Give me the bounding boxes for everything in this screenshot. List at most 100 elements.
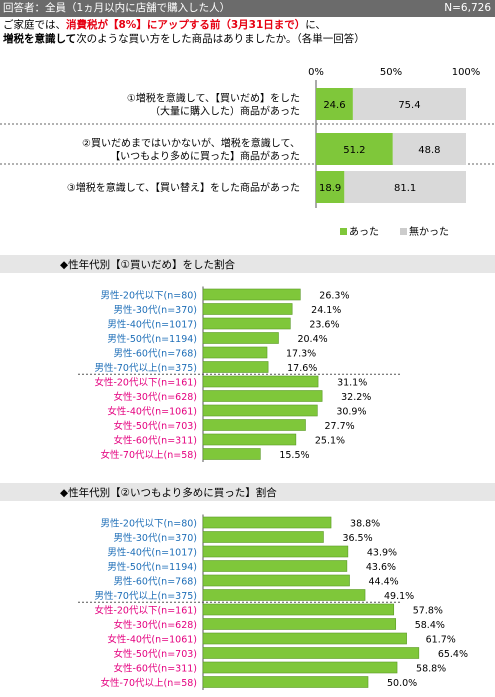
x-tick-label: 50%: [380, 67, 402, 78]
data-label: 24.6: [323, 100, 345, 111]
bar: [202, 288, 301, 301]
question-text: ご家庭では、消費税が【8%】にアップする前（3月31日まで）に、 増税を意識して…: [3, 18, 493, 46]
bar-segment-yes: [316, 171, 345, 203]
data-label: 17.3%: [286, 349, 316, 360]
data-label: 31.1%: [337, 378, 367, 389]
category-label: 男性-50代(n=1194): [107, 561, 197, 573]
data-label: 24.1%: [311, 305, 341, 316]
category-label: （大量に購入した）商品があった: [150, 105, 300, 118]
data-label: 32.2%: [341, 392, 371, 403]
category-label: 男性-50代(n=1194): [107, 333, 197, 345]
category-label: 女性-40代(n=1061): [107, 406, 197, 418]
data-label: 30.9%: [336, 407, 366, 418]
bar: [202, 375, 319, 388]
bar-segment-no: [352, 88, 466, 120]
category-label: 女性-60代(n=311): [113, 663, 197, 675]
category-label: ①増税を意識して、【買いだめ】をした: [127, 92, 300, 105]
category-label: 女性-50代(n=703): [113, 648, 197, 660]
section-title-band: [0, 483, 495, 501]
legend-swatch-no: [400, 228, 407, 235]
question-part1: ご家庭では、: [3, 19, 66, 31]
section-title-band: [0, 255, 495, 273]
data-label: 49.1%: [384, 591, 414, 602]
bar: [202, 332, 279, 344]
data-label: 18.9: [319, 183, 341, 194]
bar: [202, 433, 297, 446]
data-label: 81.1: [394, 183, 416, 194]
data-label: 51.2: [343, 145, 365, 156]
bar: [202, 404, 318, 417]
x-tick-label: 100%: [452, 67, 481, 78]
bar: [202, 361, 269, 373]
category-label: 男性-70代以上(n=375): [94, 362, 197, 374]
bar: [202, 419, 306, 431]
category-label: 女性-70代以上(n=58): [101, 677, 198, 689]
data-label: 61.7%: [426, 635, 456, 646]
category-label: 男性-30代(n=370): [113, 532, 197, 544]
data-label: 43.6%: [366, 562, 396, 573]
data-label: 57.8%: [413, 606, 443, 617]
bar: [202, 661, 398, 674]
data-label: 75.4: [398, 100, 420, 111]
x-tick-label: 0%: [308, 67, 324, 78]
category-label: 女性-20代以下(n=161): [94, 377, 197, 389]
bar: [202, 574, 350, 587]
legend-label-no: 無かった: [409, 225, 449, 238]
category-label: 女性-70代以上(n=58): [101, 449, 198, 461]
bar: [202, 589, 366, 601]
category-label: 男性-40代(n=1017): [107, 319, 197, 331]
bar: [202, 632, 407, 645]
data-label: 36.5%: [342, 533, 372, 544]
question-part2: 消費税が【8%】にアップする前（3月31日まで）: [66, 19, 306, 31]
data-label: 20.4%: [297, 334, 327, 345]
data-label: 65.4%: [438, 649, 468, 660]
data-label: 25.1%: [315, 436, 345, 447]
bar: [202, 390, 323, 402]
category-label: 男性-40代(n=1017): [107, 547, 197, 559]
bar: [202, 346, 268, 359]
respondents-label: 回答者：全員（1ヵ月以内に店舗で購入した人）: [3, 2, 231, 14]
data-label: 23.6%: [309, 320, 339, 331]
category-label: 女性-60代(n=311): [113, 435, 197, 447]
category-label: 男性-70代以上(n=375): [94, 590, 197, 602]
bar: [202, 618, 397, 630]
sample-size: N=6,726: [444, 2, 491, 14]
data-label: 48.8: [418, 145, 440, 156]
data-label: 17.6%: [287, 363, 317, 374]
category-label: 男性-20代以下(n=80): [101, 290, 198, 302]
data-label: 44.4%: [369, 577, 399, 588]
legend-swatch-yes: [340, 228, 347, 235]
category-label: 男性-30代(n=370): [113, 304, 197, 316]
data-label: 43.9%: [367, 548, 397, 559]
bar: [202, 516, 332, 529]
legend-label-yes: あった: [349, 226, 379, 238]
section-title: ◆性年代別【②いつもより多めに買った】割合: [60, 486, 277, 499]
section-title: ◆性年代別【①買いだめ】をした割合: [60, 258, 235, 271]
bar: [202, 647, 420, 659]
data-label: 27.7%: [324, 421, 354, 432]
category-label: 女性-30代(n=628): [113, 619, 197, 631]
data-label: 58.4%: [415, 620, 445, 631]
question-part3: に、: [305, 19, 326, 31]
bar-segment-no: [392, 133, 466, 165]
data-label: 58.8%: [416, 664, 446, 675]
stacked-bar-chart: 0% 50% 100% ①増税を意識して、【買いだめ】をした（大量に購入した）商品があ…: [0, 67, 495, 238]
bar-segment-yes: [316, 133, 393, 165]
bar: [202, 603, 395, 616]
bar: [202, 317, 291, 330]
header-bar: 回答者：全員（1ヵ月以内に店舗で購入した人） N=6,726: [0, 0, 495, 17]
data-label: 26.3%: [319, 291, 349, 302]
bar: [202, 448, 261, 460]
category-label: 女性-30代(n=628): [113, 391, 197, 403]
category-label: 男性-60代(n=768): [113, 348, 197, 360]
bar: [202, 531, 324, 543]
bar: [202, 303, 293, 315]
bar-segment-no: [344, 171, 466, 203]
category-label: 女性-50代(n=703): [113, 420, 197, 432]
question-part5: 次のような買い方をした商品はありましたか。（各単一回答）: [76, 33, 365, 45]
data-label: 50.0%: [387, 678, 417, 689]
category-label: 女性-40代(n=1061): [107, 634, 197, 646]
category-label: 【いつもより多めに買った】商品があった: [110, 150, 300, 163]
